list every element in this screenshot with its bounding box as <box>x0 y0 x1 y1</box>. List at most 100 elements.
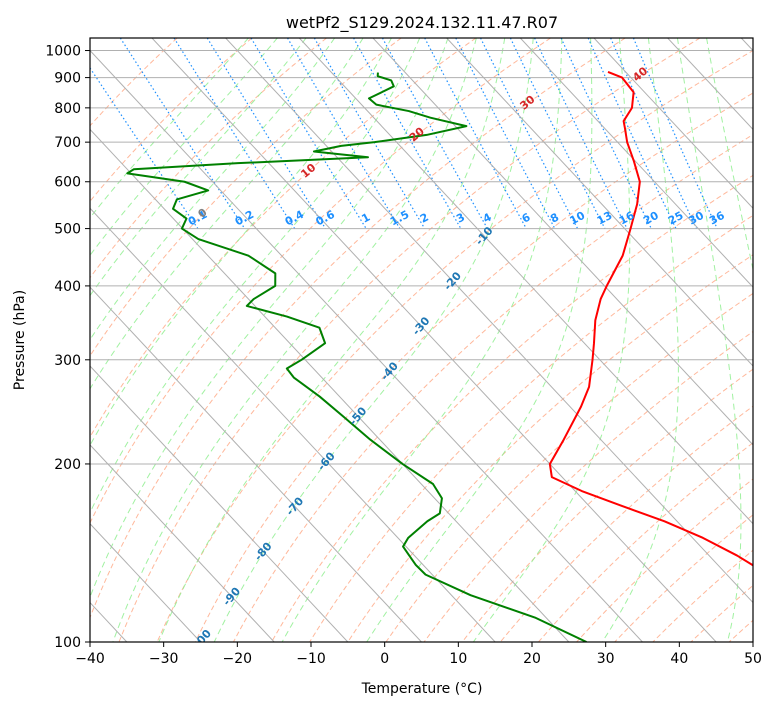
mixing-ratio-line <box>250 38 367 229</box>
x-axis: −40 −30 −20 −10 0 10 20 30 40 50 <box>75 642 762 667</box>
moist-adiabat-line <box>90 38 278 257</box>
dewpoint-profile-line <box>126 72 587 642</box>
isotherm-gridline <box>225 38 753 604</box>
mixing-ratio-line <box>610 38 698 229</box>
isotherm-gridline <box>519 38 753 288</box>
dry-adiabat-label: 20 <box>407 124 427 144</box>
x-tick-label: 30 <box>597 651 615 667</box>
dry-adiabat-line <box>118 38 701 642</box>
moist-adiabat-line <box>90 38 392 447</box>
dry-adiabat-line <box>499 405 753 642</box>
dry-adiabat-label: 40 <box>630 64 650 84</box>
mixing-ratio-label: 10 <box>568 209 588 228</box>
temperature-profile-line <box>548 71 753 567</box>
dry-adiabat-line <box>90 38 178 127</box>
moist-adiabat-line <box>472 38 631 642</box>
chart-title: wetPf2_S129.2024.132.11.47.R07 <box>286 13 558 33</box>
moist-adiabat-line <box>112 38 477 642</box>
mixing-ratio-line <box>119 38 246 229</box>
x-tick-label: −40 <box>75 651 105 667</box>
dry-adiabat-line <box>194 92 753 642</box>
dry-adiabat-label: 30 <box>517 93 537 113</box>
mixing-ratio-line <box>587 38 677 229</box>
mixing-ratio-line <box>353 38 462 229</box>
dry-adiabat-line <box>90 38 551 525</box>
dry-adiabat-line <box>461 368 753 642</box>
isotherm-gridline <box>372 38 753 446</box>
y-tick-label: 500 <box>54 222 81 238</box>
isotherm-gridline <box>151 38 717 642</box>
y-tick-label: 400 <box>54 279 81 295</box>
mixing-ratio-line <box>509 38 606 229</box>
mixing-ratio-line <box>173 38 296 229</box>
dry-adiabat-label: 10 <box>298 161 318 181</box>
y-tick-label: 200 <box>54 457 81 473</box>
dry-adiabat-line <box>309 214 753 642</box>
isotherm-gridline <box>90 128 570 642</box>
dry-adiabat-line <box>90 38 626 619</box>
dry-adiabat-line <box>271 174 753 642</box>
dry-adiabat-line <box>576 478 753 642</box>
dry-adiabat-line <box>347 254 753 642</box>
moist-adiabat-line <box>90 38 336 341</box>
isotherm-gridline <box>740 38 753 52</box>
dry-adiabat-line <box>652 549 753 642</box>
y-tick-label: 600 <box>54 175 81 191</box>
isotherm-gridline <box>90 522 201 642</box>
x-tick-label: −30 <box>149 651 179 667</box>
moist-adiabat-line <box>158 38 506 642</box>
mixing-ratio-label: 3 <box>454 211 467 226</box>
moist-adiabat-line <box>366 38 593 642</box>
y-tick-label: 700 <box>54 135 81 151</box>
mixing-ratio-line <box>480 38 579 229</box>
mixing-ratio-label: 1 <box>359 211 372 226</box>
moist-adiabat-line <box>90 38 364 390</box>
moist-adiabat-line <box>90 38 449 599</box>
mixing-ratio-label: 25 <box>666 209 686 228</box>
moist-adiabat-line <box>213 38 534 642</box>
isotherm-gridline <box>90 365 349 642</box>
mixing-ratio-line <box>424 38 527 229</box>
mixing-ratio-line <box>90 66 199 229</box>
isotherm-gridline <box>446 38 753 367</box>
dry-adiabat-line <box>232 134 753 642</box>
mixing-ratio-label: 0.6 <box>314 208 338 229</box>
mixing-ratio-label: 13 <box>595 209 615 228</box>
dry-adiabat-line <box>90 38 253 203</box>
mixing-ratio-label: 1.5 <box>388 208 411 229</box>
dry-adiabat-line <box>156 49 753 642</box>
x-tick-label: −20 <box>223 651 253 667</box>
moist-adiabat-line <box>676 38 742 642</box>
y-tick-label: 1000 <box>45 44 81 60</box>
dry-adiabat-line <box>690 584 753 642</box>
moist-adiabat-line <box>90 38 249 219</box>
y-tick-label: 300 <box>54 353 81 369</box>
y-tick-label: 100 <box>54 635 81 651</box>
y-tick-label: 900 <box>54 71 81 87</box>
moist-adiabat-line <box>281 38 563 642</box>
moist-adiabat-line <box>601 38 679 642</box>
x-tick-label: 40 <box>670 651 688 667</box>
y-axis: 100 200 300 400 500 600 700 800 900 1000 <box>45 44 90 651</box>
isotherm-gridline <box>90 444 275 642</box>
x-tick-label: −10 <box>296 651 326 667</box>
isotherm-gridline <box>90 207 496 642</box>
dry-adiabat-line <box>90 38 477 438</box>
y-tick-label: 800 <box>54 101 81 117</box>
moist-adiabat-line <box>90 38 307 297</box>
mixing-ratio-line <box>206 38 327 229</box>
dry-adiabat-line <box>538 442 753 642</box>
x-axis-label: Temperature (°C) <box>361 681 483 697</box>
isotherm-gridline <box>593 38 753 209</box>
isotherm-gridline <box>90 49 643 642</box>
x-tick-label: 10 <box>449 651 467 667</box>
x-tick-label: 0 <box>380 651 389 667</box>
mixing-ratio-label: 6 <box>520 210 533 225</box>
y-axis-label: Pressure (hPa) <box>12 290 28 390</box>
mixing-ratio-label: 0.4 <box>283 208 307 229</box>
mixing-ratio-line <box>632 38 718 229</box>
x-tick-label: 20 <box>523 651 541 667</box>
mixing-ratio-label: 30 <box>686 209 706 228</box>
mixing-ratio-label: 16 <box>617 209 637 228</box>
